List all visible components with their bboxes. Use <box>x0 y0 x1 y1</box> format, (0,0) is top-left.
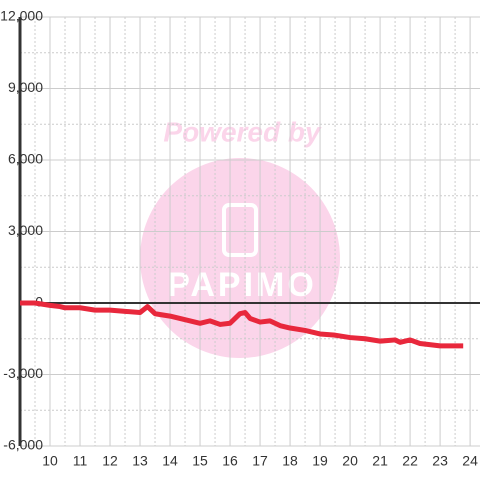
y-tick-label: 9,000 <box>8 79 43 95</box>
x-tick-label: 19 <box>312 453 328 469</box>
x-tick-label: 13 <box>132 453 148 469</box>
x-tick-label: 15 <box>192 453 208 469</box>
x-tick-label: 11 <box>73 453 88 469</box>
x-tick-label: 10 <box>42 453 58 469</box>
y-tick-label: 12,000 <box>0 8 43 24</box>
x-tick-label: 20 <box>342 453 358 469</box>
x-tick-label: 17 <box>252 453 268 469</box>
y-tick-label: 3,000 <box>8 222 43 238</box>
x-tick-label: 12 <box>102 453 118 469</box>
x-tick-label: 23 <box>432 453 448 469</box>
y-tick-label: -6,000 <box>3 437 43 453</box>
x-tick-label: 22 <box>402 453 418 469</box>
x-tick-label: 14 <box>162 453 178 469</box>
watermark-text: Powered by <box>163 116 322 147</box>
watermark-logo: PAPIMO <box>167 266 317 304</box>
y-tick-label: 6,000 <box>8 151 43 167</box>
x-tick-label: 24 <box>462 453 478 469</box>
y-tick-label: -3,000 <box>3 365 43 381</box>
data-line <box>20 300 464 349</box>
watermark-phone <box>222 203 258 257</box>
x-tick-label: 18 <box>282 453 298 469</box>
x-tick-label: 21 <box>372 453 388 469</box>
x-tick-label: 16 <box>222 453 238 469</box>
